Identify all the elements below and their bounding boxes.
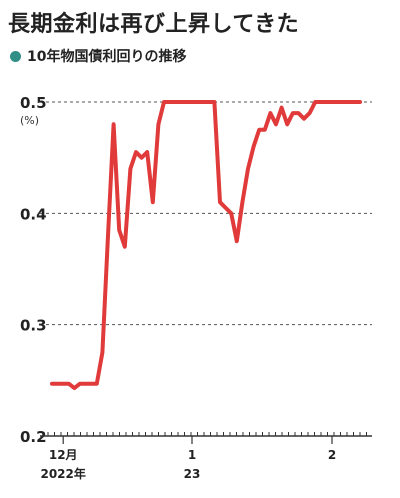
x-tick-label-1: 1 <box>188 448 196 462</box>
y-unit-label: (%) <box>20 114 39 127</box>
chart-subtitle-text: 10年物国債利回りの推移 <box>27 49 187 65</box>
y-tick-label-0: 0.2 <box>20 428 47 446</box>
chart-subtitle: 10年物国債利回りの推移 <box>10 46 186 66</box>
chart-title: 長期金利は再び上昇してきた <box>8 12 300 37</box>
series-line-0 <box>50 100 362 391</box>
x-tick-label-0: 12月 <box>49 448 78 462</box>
x-tick-sublabel-0: 2022年 <box>40 466 85 481</box>
y-tick-label-2: 0.4 <box>20 205 47 223</box>
bullet-icon <box>10 50 21 62</box>
x-tick-sublabel-1: 23 <box>184 467 201 481</box>
y-tick-label-3: 0.5 <box>20 94 47 112</box>
x-tick-label-2: 2 <box>328 448 336 462</box>
y-tick-label-1: 0.3 <box>20 317 47 335</box>
